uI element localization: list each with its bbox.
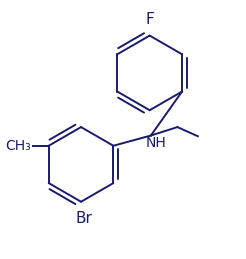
Text: NH: NH (145, 136, 166, 150)
Text: Br: Br (75, 211, 92, 226)
Text: CH₃: CH₃ (5, 139, 31, 153)
Text: F: F (145, 12, 154, 27)
